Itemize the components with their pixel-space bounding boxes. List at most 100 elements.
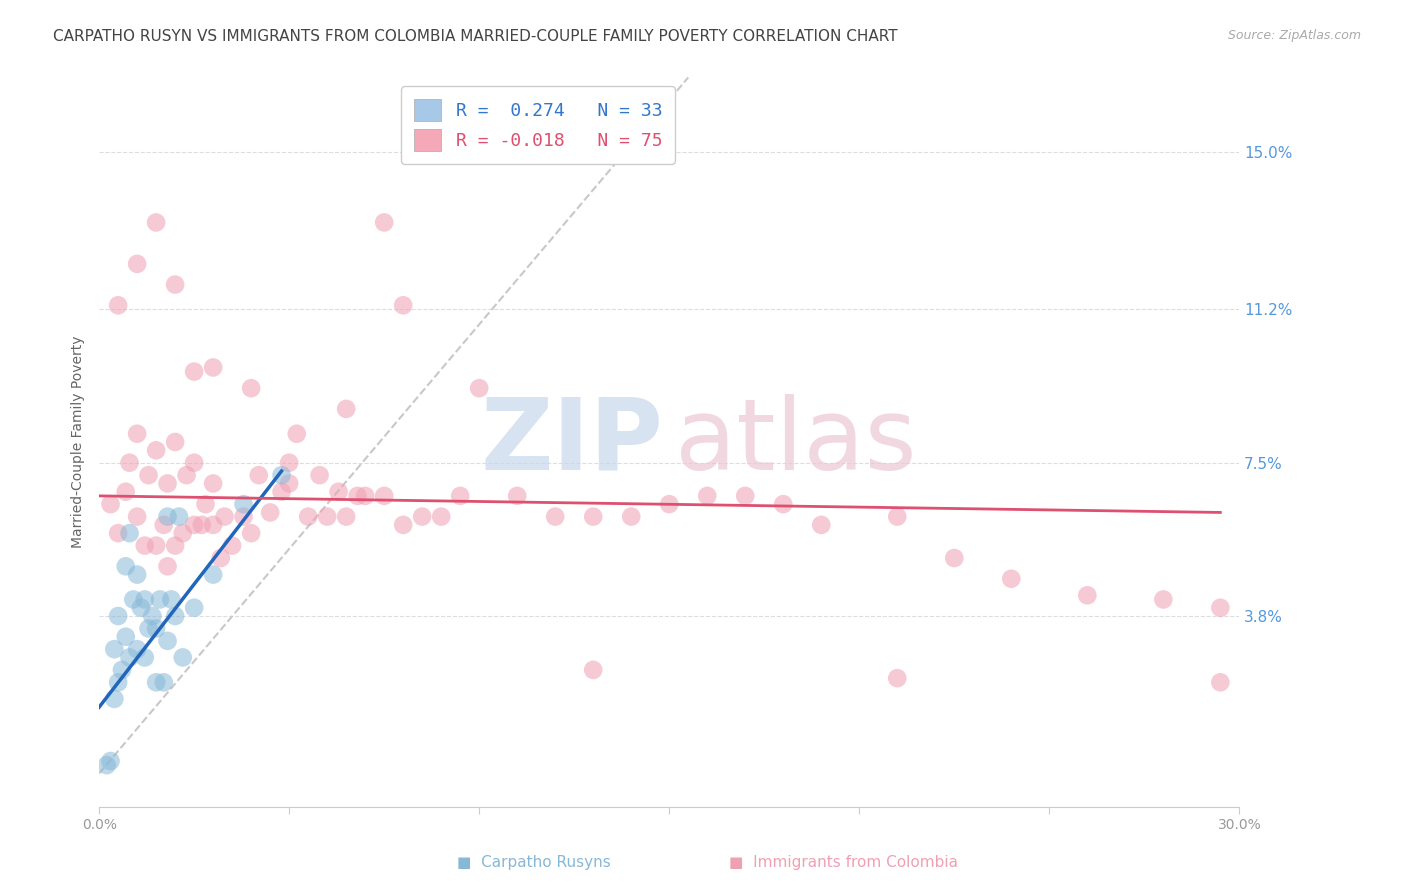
Point (346, 489, 368, 503)
Point (1209, 675, 1232, 690)
Point (183, 517, 205, 532)
Point (278, 456, 301, 470)
Point (138, 468, 160, 483)
Point (202, 360, 225, 375)
Point (127, 257, 149, 271)
Text: atlas: atlas (675, 393, 917, 491)
Point (886, 509, 908, 524)
Point (1000, 572, 1022, 586)
Point (167, 509, 190, 524)
Point (270, 484, 292, 499)
Point (373, 489, 395, 503)
Point (544, 509, 567, 524)
Point (149, 592, 172, 607)
Point (582, 663, 605, 677)
Point (392, 517, 415, 532)
Point (240, 381, 263, 395)
Point (297, 509, 319, 524)
Point (145, 539, 167, 553)
Point (127, 426, 149, 441)
Point (240, 526, 263, 541)
Point (107, 298, 129, 312)
Point (134, 539, 156, 553)
Point (232, 509, 254, 524)
Point (373, 215, 395, 229)
Point (114, 484, 136, 499)
Point (145, 622, 167, 636)
Y-axis label: Married-Couple Family Poverty: Married-Couple Family Poverty (72, 335, 86, 549)
Point (103, 642, 125, 657)
Point (138, 622, 160, 636)
Point (183, 365, 205, 379)
Point (156, 633, 179, 648)
Point (886, 671, 908, 685)
Point (134, 592, 156, 607)
Text: Source: ZipAtlas.com: Source: ZipAtlas.com (1227, 29, 1361, 42)
Point (278, 476, 301, 491)
Point (107, 675, 129, 690)
Point (335, 509, 357, 524)
Point (145, 443, 167, 458)
Point (190, 517, 212, 532)
Point (107, 526, 129, 541)
Point (96, 758, 118, 772)
Point (232, 497, 254, 511)
Point (734, 489, 756, 503)
Point (1076, 588, 1098, 602)
Point (582, 509, 605, 524)
Point (1152, 592, 1174, 607)
Point (270, 468, 292, 483)
Point (209, 551, 232, 566)
Point (943, 551, 966, 566)
Point (145, 215, 167, 229)
Point (468, 381, 491, 395)
Text: ■  Carpatho Rusyns: ■ Carpatho Rusyns (457, 855, 612, 870)
Point (103, 691, 125, 706)
Point (156, 476, 179, 491)
Point (118, 526, 141, 541)
Text: ■  Immigrants from Colombia: ■ Immigrants from Colombia (730, 855, 957, 870)
Point (316, 509, 339, 524)
Point (354, 489, 377, 503)
Point (156, 559, 179, 574)
Point (335, 401, 357, 416)
Point (506, 489, 529, 503)
Point (114, 559, 136, 574)
Point (129, 600, 152, 615)
Point (696, 489, 718, 503)
Point (194, 497, 217, 511)
Point (118, 650, 141, 665)
Point (176, 468, 198, 483)
Point (308, 468, 330, 483)
Point (127, 642, 149, 657)
Text: ZIP: ZIP (481, 393, 664, 491)
Point (100, 497, 122, 511)
Point (114, 630, 136, 644)
Point (165, 277, 187, 292)
Point (392, 298, 415, 312)
Point (285, 426, 308, 441)
Point (145, 675, 167, 690)
Point (118, 456, 141, 470)
Point (202, 476, 225, 491)
Point (172, 650, 194, 665)
Point (127, 509, 149, 524)
Point (810, 517, 832, 532)
Point (165, 539, 187, 553)
Text: CARPATHO RUSYN VS IMMIGRANTS FROM COLOMBIA MARRIED-COUPLE FAMILY POVERTY CORRELA: CARPATHO RUSYN VS IMMIGRANTS FROM COLOMB… (53, 29, 898, 44)
Point (156, 509, 179, 524)
Point (122, 592, 145, 607)
Point (134, 650, 156, 665)
Point (183, 600, 205, 615)
Point (202, 517, 225, 532)
Point (411, 509, 433, 524)
Point (449, 489, 471, 503)
Point (172, 526, 194, 541)
Point (152, 517, 174, 532)
Point (658, 497, 681, 511)
Point (214, 509, 236, 524)
Point (160, 592, 183, 607)
Point (772, 497, 794, 511)
Point (152, 675, 174, 690)
Point (259, 505, 281, 519)
